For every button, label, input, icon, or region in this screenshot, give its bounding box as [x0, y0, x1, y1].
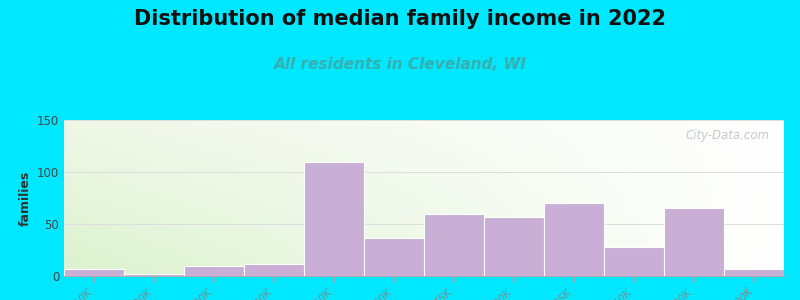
- Bar: [424, 214, 484, 276]
- Bar: [484, 217, 544, 276]
- Bar: [544, 203, 604, 276]
- Text: City-Data.com: City-Data.com: [686, 129, 770, 142]
- Bar: [124, 274, 184, 276]
- Bar: [244, 263, 304, 276]
- Text: Distribution of median family income in 2022: Distribution of median family income in …: [134, 9, 666, 29]
- Y-axis label: families: families: [18, 170, 31, 226]
- Bar: [64, 269, 124, 276]
- Bar: [184, 266, 244, 276]
- Bar: [604, 247, 664, 276]
- Bar: [664, 208, 724, 276]
- Bar: [304, 162, 364, 276]
- Text: All residents in Cleveland, WI: All residents in Cleveland, WI: [274, 57, 526, 72]
- Bar: [724, 269, 784, 276]
- Bar: [364, 238, 424, 276]
